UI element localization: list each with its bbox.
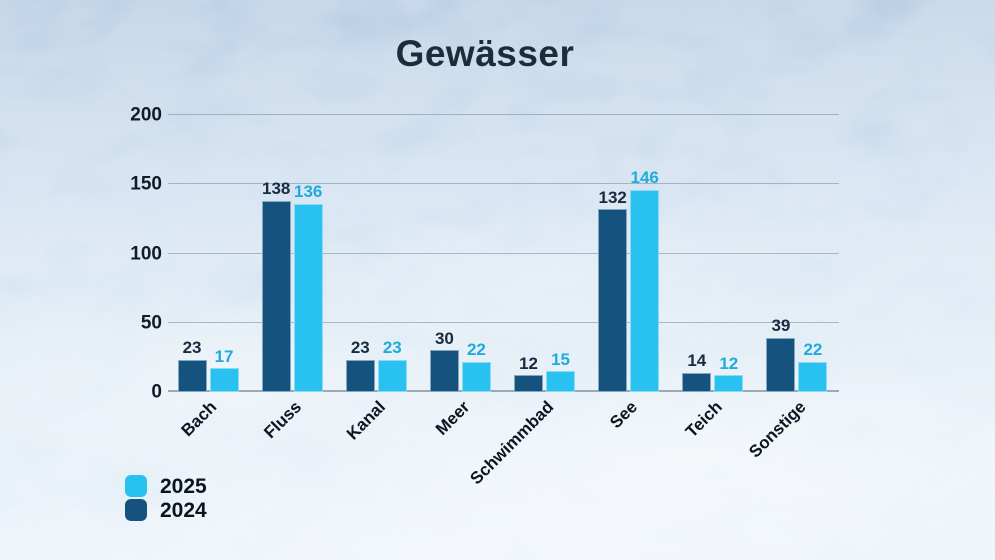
- x-axis-label: See: [606, 397, 642, 433]
- bar-value-label: 22: [466, 339, 486, 359]
- bar-2024: [682, 372, 712, 392]
- bar-group: 12 15 Schwimmbad: [466, 115, 587, 488]
- bar-pair: 14 12: [682, 115, 744, 392]
- y-tick-label: 200: [130, 104, 162, 126]
- legend: 2025 2024: [125, 475, 207, 523]
- x-axis-label: Fluss: [260, 397, 305, 443]
- bar-pair: 12 15: [514, 115, 576, 392]
- y-tick-label: 0: [151, 381, 162, 403]
- bar-group: 23 23 Kanal: [334, 115, 418, 443]
- gridline: [168, 183, 839, 185]
- gridline: [168, 390, 839, 392]
- bar-2024: [514, 375, 544, 392]
- y-tick-label: 150: [130, 173, 162, 195]
- legend-item: 2024: [125, 499, 207, 521]
- bar-with-label: 23: [345, 115, 375, 392]
- x-axis-label: Sonstige: [745, 397, 810, 462]
- bar-2024: [766, 338, 796, 392]
- bar-pair: 30 22: [429, 115, 491, 392]
- bar-value-label: 146: [630, 168, 659, 188]
- bar-value-label: 12: [519, 353, 539, 373]
- bar-with-label: 23: [377, 115, 407, 392]
- x-axis-label: Schwimmbad: [466, 397, 558, 489]
- gridline: [168, 252, 839, 254]
- bar-with-label: 22: [461, 115, 491, 392]
- bar-2025: [293, 203, 323, 392]
- bar-2025: [461, 361, 491, 392]
- bar-with-label: 23: [177, 115, 207, 392]
- bar-2024: [177, 360, 207, 392]
- bar-2025: [377, 360, 407, 392]
- bar-pair: 132 146: [598, 115, 660, 392]
- bar-group: 23 17 Bach: [166, 115, 250, 440]
- y-axis: 0 50 100 150 200: [60, 106, 162, 402]
- gridline: [168, 321, 839, 323]
- legend-swatch-2025: [125, 475, 147, 497]
- bar-2025: [546, 371, 576, 392]
- bar-value-label: 138: [262, 179, 291, 199]
- bar-group: 30 22 Meer: [418, 115, 502, 439]
- bar-group: 132 146 See: [587, 115, 671, 432]
- legend-label: 2024: [160, 498, 207, 522]
- bar-with-label: 39: [766, 115, 796, 392]
- x-axis-label: Meer: [431, 397, 474, 439]
- bar-with-label: 146: [630, 115, 660, 392]
- bar-value-label: 23: [350, 338, 370, 358]
- bar-with-label: 12: [514, 115, 544, 392]
- bar-pair: 23 23: [345, 115, 407, 392]
- bar-2025: [209, 368, 239, 392]
- bar-pair: 23 17: [177, 115, 239, 392]
- bar-groups: 23 17 Bach 138 136 Fluss 23 23 Kanal 30 22 Meer 12 15…: [166, 115, 839, 488]
- bar-value-label: 136: [294, 181, 323, 201]
- bar-2024: [598, 209, 628, 392]
- bar-group: 138 136 Fluss: [250, 115, 334, 442]
- bar-with-label: 138: [261, 115, 291, 392]
- bar-with-label: 30: [429, 115, 459, 392]
- bar-2025: [714, 375, 744, 392]
- bar-value-label: 17: [214, 346, 234, 366]
- bar-pair: 39 22: [766, 115, 828, 392]
- x-axis-label: Teich: [681, 397, 726, 442]
- plot-area: 23 17 Bach 138 136 Fluss 23 23 Kanal 30 22 Meer 12 15…: [166, 114, 839, 488]
- bar-with-label: 17: [209, 115, 239, 392]
- bar-with-label: 132: [598, 115, 628, 392]
- bar-with-label: 14: [682, 115, 712, 392]
- bar-value-label: 15: [551, 349, 571, 369]
- bar-with-label: 22: [798, 115, 828, 392]
- bar-group: 39 22 Sonstige: [745, 115, 839, 461]
- bar-2024: [261, 200, 291, 392]
- y-tick-label: 100: [130, 243, 162, 264]
- bar-pair: 138 136: [261, 115, 323, 392]
- bar-2025: [630, 189, 660, 392]
- legend-label: 2025: [160, 474, 207, 498]
- bar-2024: [429, 350, 459, 392]
- bar-value-label: 30: [434, 328, 454, 348]
- bar-value-label: 23: [382, 338, 402, 358]
- bar-with-label: 136: [293, 115, 323, 392]
- bar-value-label: 39: [771, 316, 791, 336]
- bar-value-label: 132: [598, 187, 627, 207]
- y-tick-label: 50: [140, 312, 162, 334]
- gridline: [168, 114, 839, 115]
- x-axis-label: Kanal: [342, 397, 390, 444]
- bar-value-label: 23: [182, 338, 202, 358]
- bar-2024: [345, 360, 375, 392]
- bar-value-label: 14: [687, 350, 707, 370]
- legend-item: 2025: [125, 475, 207, 497]
- bar-value-label: 12: [719, 353, 739, 373]
- x-axis-label: Bach: [177, 397, 221, 441]
- legend-swatch-2024: [125, 499, 147, 521]
- bar-group: 14 12 Teich: [671, 115, 755, 441]
- bar-value-label: 22: [803, 339, 823, 359]
- chart-title: Gewässer: [395, 33, 575, 74]
- bar-with-label: 12: [714, 115, 744, 392]
- bar-2025: [798, 361, 828, 392]
- bar-with-label: 15: [546, 115, 576, 392]
